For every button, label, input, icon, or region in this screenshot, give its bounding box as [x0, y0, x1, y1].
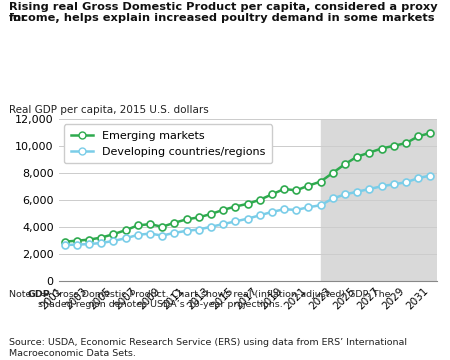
- Text: GDP: GDP: [28, 290, 51, 299]
- Text: income, helps explain increased poultry demand in some markets: income, helps explain increased poultry …: [9, 13, 435, 23]
- Bar: [321, 119, 436, 281]
- Text: Real GDP per capita, 2015 U.S. dollars: Real GDP per capita, 2015 U.S. dollars: [9, 105, 209, 115]
- Text: Rising real Gross Domestic Product per capita, considered a proxy for: Rising real Gross Domestic Product per c…: [9, 2, 437, 23]
- Legend: Emerging markets, Developing countries/regions: Emerging markets, Developing countries/r…: [64, 124, 272, 163]
- Text: Source: USDA, Economic Research Service (ERS) using data from ERS’ International: Source: USDA, Economic Research Service …: [9, 338, 407, 358]
- Text: = Gross Domestic Product. Chart shows real (inflation-adjusted) GDP. The
shaded : = Gross Domestic Product. Chart shows re…: [38, 290, 390, 309]
- Text: Note:: Note:: [9, 290, 38, 299]
